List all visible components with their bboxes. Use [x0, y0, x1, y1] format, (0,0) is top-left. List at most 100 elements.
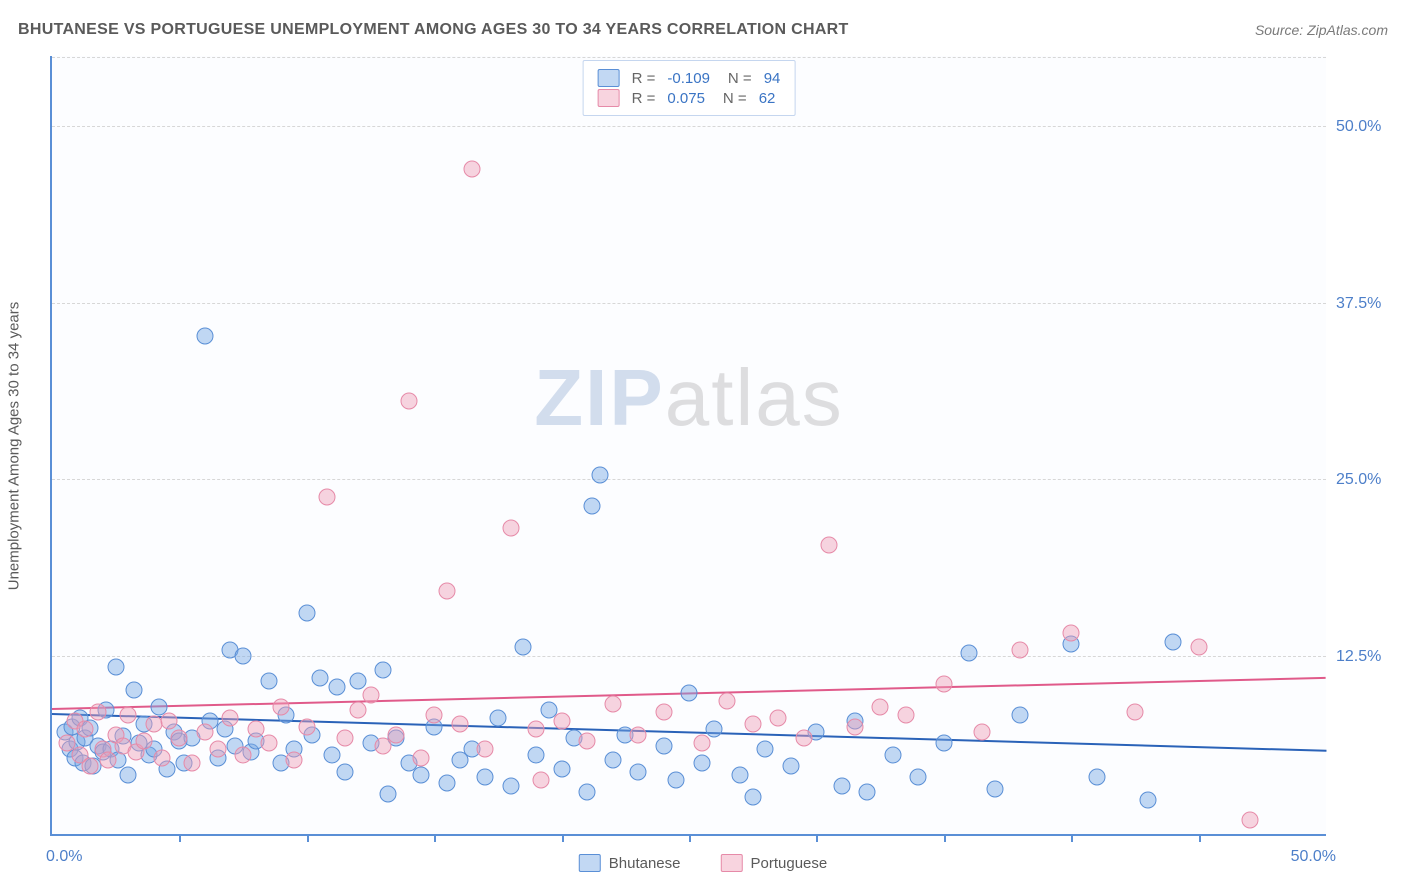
data-point: [584, 497, 601, 514]
data-point: [489, 710, 506, 727]
data-point: [413, 766, 430, 783]
data-point: [961, 644, 978, 661]
data-point: [528, 746, 545, 763]
x-tick: [1071, 834, 1073, 842]
data-point: [125, 681, 142, 698]
data-point: [515, 639, 532, 656]
data-point: [693, 735, 710, 752]
data-point: [833, 777, 850, 794]
gridline: [52, 57, 1326, 58]
correlation-legend: R = -0.109 N = 94 R = 0.075 N = 62: [583, 60, 796, 116]
data-point: [319, 489, 336, 506]
watermark-atlas: atlas: [665, 353, 844, 442]
data-point: [286, 752, 303, 769]
data-point: [655, 704, 672, 721]
y-tick-label: 25.0%: [1336, 471, 1396, 489]
data-point: [235, 647, 252, 664]
data-point: [464, 161, 481, 178]
data-point: [324, 746, 341, 763]
r-value-bhutanese: -0.109: [667, 70, 710, 87]
data-point: [438, 775, 455, 792]
x-tick: [944, 834, 946, 842]
data-point: [681, 684, 698, 701]
title-bar: BHUTANESE VS PORTUGUESE UNEMPLOYMENT AMO…: [18, 18, 1388, 42]
y-tick-label: 37.5%: [1336, 295, 1396, 313]
data-point: [1165, 633, 1182, 650]
legend-label-bhutanese: Bhutanese: [609, 855, 681, 872]
data-point: [782, 758, 799, 775]
data-point: [1241, 811, 1258, 828]
data-point: [260, 735, 277, 752]
r-symbol: R =: [632, 70, 656, 87]
x-max-label: 50.0%: [1291, 848, 1336, 866]
data-point: [349, 673, 366, 690]
x-tick: [1199, 834, 1201, 842]
data-point: [196, 328, 213, 345]
correlation-row-bhutanese: R = -0.109 N = 94: [598, 69, 781, 87]
data-point: [82, 758, 99, 775]
data-point: [604, 695, 621, 712]
data-point: [579, 732, 596, 749]
data-point: [135, 732, 152, 749]
data-point: [298, 718, 315, 735]
x-tick: [307, 834, 309, 842]
data-point: [604, 752, 621, 769]
r-value-portuguese: 0.075: [667, 90, 705, 107]
swatch-portuguese: [598, 89, 620, 107]
data-point: [884, 746, 901, 763]
data-point: [209, 741, 226, 758]
data-point: [235, 746, 252, 763]
data-point: [77, 721, 94, 738]
data-point: [770, 710, 787, 727]
data-point: [161, 712, 178, 729]
data-point: [859, 783, 876, 800]
data-point: [528, 721, 545, 738]
data-point: [630, 763, 647, 780]
watermark-zip: ZIP: [534, 353, 664, 442]
data-point: [897, 707, 914, 724]
data-point: [184, 755, 201, 772]
n-value-bhutanese: 94: [764, 70, 781, 87]
data-point: [438, 582, 455, 599]
series-legend: Bhutanese Portuguese: [579, 854, 827, 872]
data-point: [1012, 642, 1029, 659]
data-point: [337, 729, 354, 746]
data-point: [706, 721, 723, 738]
data-point: [329, 678, 346, 695]
data-point: [171, 729, 188, 746]
y-axis-title: Unemployment Among Ages 30 to 34 years: [6, 302, 23, 591]
data-point: [477, 769, 494, 786]
data-point: [795, 729, 812, 746]
data-point: [196, 724, 213, 741]
data-point: [380, 786, 397, 803]
data-point: [375, 661, 392, 678]
r-symbol: R =: [632, 90, 656, 107]
data-point: [744, 789, 761, 806]
data-point: [846, 718, 863, 735]
gridline: [52, 303, 1326, 304]
x-tick: [562, 834, 564, 842]
data-point: [1139, 792, 1156, 809]
data-point: [935, 735, 952, 752]
legend-label-portuguese: Portuguese: [751, 855, 828, 872]
legend-swatch-portuguese: [721, 854, 743, 872]
chart-title: BHUTANESE VS PORTUGUESE UNEMPLOYMENT AMO…: [18, 21, 849, 39]
x-tick: [179, 834, 181, 842]
data-point: [630, 726, 647, 743]
y-tick-label: 12.5%: [1336, 648, 1396, 666]
data-point: [1126, 704, 1143, 721]
n-value-portuguese: 62: [759, 90, 776, 107]
data-point: [1190, 639, 1207, 656]
data-point: [107, 659, 124, 676]
data-point: [553, 760, 570, 777]
data-point: [693, 755, 710, 772]
data-point: [821, 537, 838, 554]
data-point: [247, 721, 264, 738]
data-point: [413, 749, 430, 766]
data-point: [974, 724, 991, 741]
data-point: [502, 777, 519, 794]
watermark: ZIPatlas: [534, 352, 843, 444]
data-point: [757, 741, 774, 758]
data-point: [744, 715, 761, 732]
data-point: [986, 780, 1003, 797]
